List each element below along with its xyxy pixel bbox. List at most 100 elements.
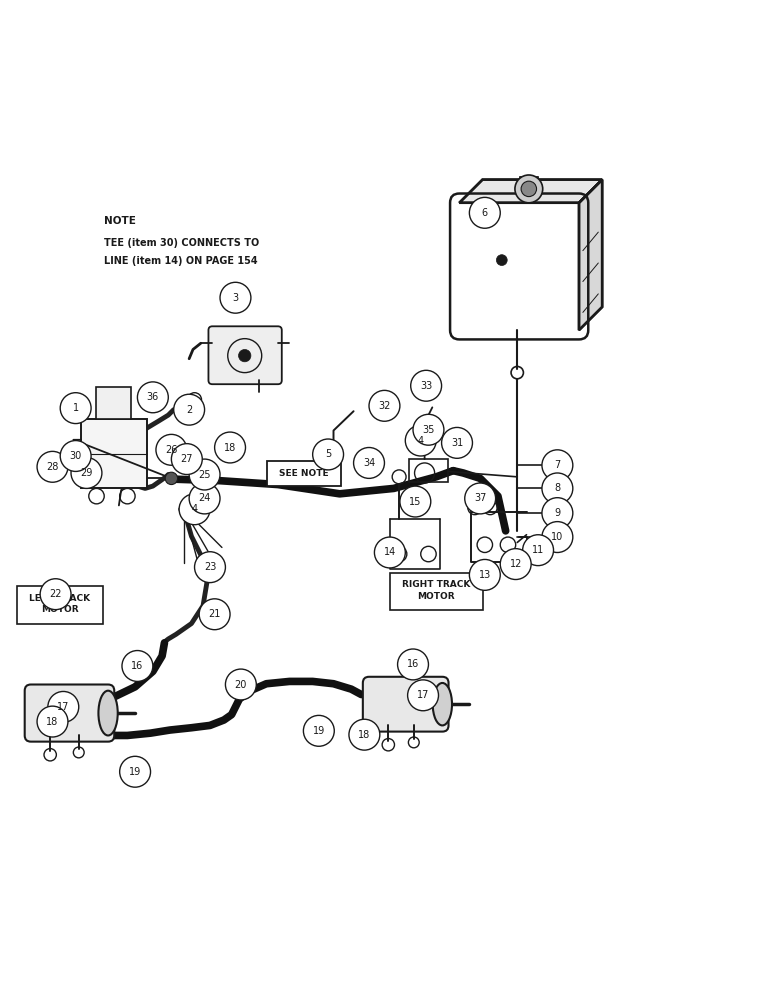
Text: 11: 11 xyxy=(532,545,544,555)
Circle shape xyxy=(465,483,496,514)
Text: 4: 4 xyxy=(418,436,424,446)
Text: LEFT TRACK: LEFT TRACK xyxy=(29,594,90,603)
Text: 20: 20 xyxy=(235,680,247,690)
Text: SEE NOTE: SEE NOTE xyxy=(279,469,329,478)
Circle shape xyxy=(60,393,91,424)
Text: 17: 17 xyxy=(57,702,69,712)
Circle shape xyxy=(542,473,573,504)
Circle shape xyxy=(40,579,71,610)
Circle shape xyxy=(199,599,230,630)
Text: 7: 7 xyxy=(554,460,560,470)
Circle shape xyxy=(542,498,573,529)
Circle shape xyxy=(303,715,334,746)
Circle shape xyxy=(179,505,188,514)
FancyBboxPatch shape xyxy=(17,586,103,624)
Text: 18: 18 xyxy=(46,717,59,727)
Text: 18: 18 xyxy=(358,730,371,740)
Text: 17: 17 xyxy=(417,690,429,700)
FancyBboxPatch shape xyxy=(208,326,282,384)
Text: LINE (item 14) ON PAGE 154: LINE (item 14) ON PAGE 154 xyxy=(104,256,258,266)
Circle shape xyxy=(369,390,400,421)
Text: 19: 19 xyxy=(313,726,325,736)
FancyBboxPatch shape xyxy=(25,685,114,742)
Text: 21: 21 xyxy=(208,609,221,619)
Circle shape xyxy=(408,680,438,711)
Text: 2: 2 xyxy=(186,405,192,415)
Text: 8: 8 xyxy=(554,483,560,493)
Circle shape xyxy=(195,552,225,583)
Text: 30: 30 xyxy=(69,451,82,461)
FancyBboxPatch shape xyxy=(363,677,449,732)
Text: 36: 36 xyxy=(147,392,159,402)
Text: 16: 16 xyxy=(131,661,144,671)
Text: 32: 32 xyxy=(378,401,391,411)
Text: 34: 34 xyxy=(363,458,375,468)
Text: 14: 14 xyxy=(384,547,396,557)
Circle shape xyxy=(469,559,500,590)
Circle shape xyxy=(542,450,573,481)
Circle shape xyxy=(496,255,507,266)
Circle shape xyxy=(122,651,153,681)
Text: MOTOR: MOTOR xyxy=(41,605,78,614)
Text: 28: 28 xyxy=(46,462,59,472)
Polygon shape xyxy=(579,180,602,330)
Circle shape xyxy=(179,505,188,514)
FancyBboxPatch shape xyxy=(81,419,147,488)
Text: 31: 31 xyxy=(451,438,463,448)
Ellipse shape xyxy=(432,683,452,725)
Text: 15: 15 xyxy=(409,497,422,507)
Text: 27: 27 xyxy=(181,454,193,464)
Text: 4: 4 xyxy=(191,504,198,514)
Circle shape xyxy=(171,444,202,475)
Text: 16: 16 xyxy=(407,659,419,669)
Text: 3: 3 xyxy=(232,293,239,303)
Circle shape xyxy=(174,394,205,425)
Text: 13: 13 xyxy=(479,570,491,580)
Circle shape xyxy=(189,483,220,514)
Text: 18: 18 xyxy=(224,443,236,453)
Circle shape xyxy=(405,425,436,456)
Text: 24: 24 xyxy=(198,493,211,503)
Circle shape xyxy=(60,441,91,471)
Circle shape xyxy=(313,439,344,470)
Text: 23: 23 xyxy=(204,562,216,572)
Circle shape xyxy=(354,448,384,478)
Circle shape xyxy=(542,522,573,552)
Text: 10: 10 xyxy=(551,532,564,542)
Text: 6: 6 xyxy=(482,208,488,218)
Circle shape xyxy=(37,451,68,482)
Text: 37: 37 xyxy=(474,493,486,503)
Text: 1: 1 xyxy=(73,403,79,413)
Circle shape xyxy=(500,549,531,580)
Polygon shape xyxy=(459,180,602,203)
Circle shape xyxy=(225,669,256,700)
Circle shape xyxy=(521,181,537,197)
Text: 29: 29 xyxy=(80,468,93,478)
Circle shape xyxy=(411,370,442,401)
Ellipse shape xyxy=(99,691,117,735)
Circle shape xyxy=(374,537,405,568)
Circle shape xyxy=(398,649,428,680)
Circle shape xyxy=(179,505,188,514)
Circle shape xyxy=(137,382,168,413)
Circle shape xyxy=(515,175,543,203)
Circle shape xyxy=(413,414,444,445)
Circle shape xyxy=(239,349,251,362)
FancyBboxPatch shape xyxy=(267,461,341,486)
Text: 33: 33 xyxy=(420,381,432,391)
Circle shape xyxy=(179,494,210,525)
Circle shape xyxy=(215,432,245,463)
Text: NOTE: NOTE xyxy=(104,216,136,226)
Circle shape xyxy=(71,458,102,488)
Circle shape xyxy=(400,486,431,517)
Text: 9: 9 xyxy=(554,508,560,518)
Circle shape xyxy=(156,434,187,465)
FancyBboxPatch shape xyxy=(390,573,483,610)
Text: 22: 22 xyxy=(49,589,62,599)
Circle shape xyxy=(220,282,251,313)
Text: MOTOR: MOTOR xyxy=(418,592,455,601)
FancyBboxPatch shape xyxy=(96,387,131,419)
Text: 35: 35 xyxy=(422,425,435,435)
Circle shape xyxy=(189,459,220,490)
Circle shape xyxy=(349,719,380,750)
